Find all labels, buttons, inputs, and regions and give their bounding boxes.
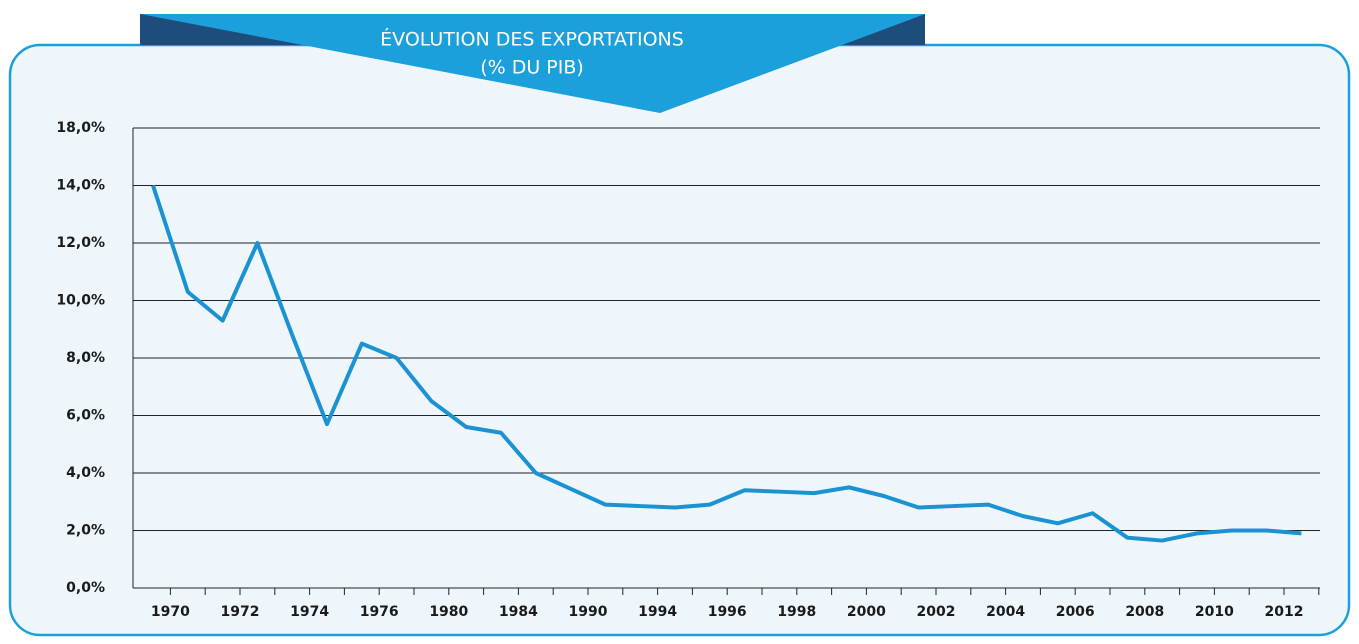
x-tick-label: 2004 xyxy=(986,604,1025,620)
y-tick-label: 4,0% xyxy=(66,465,105,481)
x-tick-label: 1974 xyxy=(290,604,329,620)
y-tick-label: 18,0% xyxy=(56,120,105,136)
x-tick-label: 1976 xyxy=(360,604,399,620)
chart-title: ÉVOLUTION DES EXPORTATIONS xyxy=(380,28,684,51)
y-tick-label: 6,0% xyxy=(66,408,105,424)
x-tick-label: 2002 xyxy=(917,604,956,620)
banner-arrow xyxy=(140,14,925,113)
data-line xyxy=(151,184,1302,543)
x-tick-label: 1996 xyxy=(708,604,747,620)
x-tick-label: 1972 xyxy=(221,604,260,620)
chart-subtitle: (% DU PIB) xyxy=(480,57,584,79)
y-tick-label: 12,0% xyxy=(56,235,105,251)
x-tick-label: 2012 xyxy=(1265,604,1304,620)
y-tick-label: 14,0% xyxy=(56,178,105,194)
x-tick-label: 1990 xyxy=(569,604,608,620)
x-tick-label: 2000 xyxy=(847,604,886,620)
y-tick-label: 2,0% xyxy=(66,523,105,539)
panel xyxy=(8,43,1351,637)
x-tick-label: 1980 xyxy=(429,604,468,620)
x-tick-label: 2008 xyxy=(1125,604,1164,620)
x-tick-label: 1970 xyxy=(151,604,190,620)
x-tick-label: 1984 xyxy=(499,604,538,620)
x-tick-label: 1994 xyxy=(638,604,677,620)
y-tick-label: 8,0% xyxy=(66,350,105,366)
x-tick-label: 2006 xyxy=(1056,604,1095,620)
y-tick-label: 10,0% xyxy=(56,293,105,309)
x-tick-label: 1998 xyxy=(777,604,816,620)
y-tick-label: 0,0% xyxy=(66,580,105,596)
x-tick-label: 2010 xyxy=(1195,604,1234,620)
